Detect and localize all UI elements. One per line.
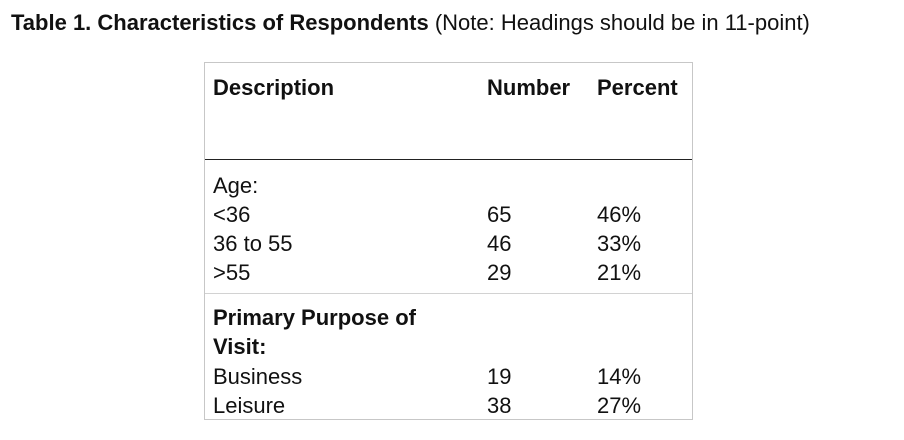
table-row: <36 65 46% [205, 200, 692, 229]
cell-description: Leisure [213, 393, 286, 418]
cell-description: Business [213, 364, 303, 389]
section-label: Age: [213, 173, 259, 198]
cell-percent: 21% [597, 260, 642, 285]
cell-percent: 14% [597, 364, 642, 389]
cell-description: >55 [213, 260, 251, 285]
header-percent: Percent [597, 75, 678, 100]
section-purpose: Primary Purpose of Visit: Business 19 14… [205, 294, 692, 419]
respondents-table: Description Number Percent Age: <36 65 4… [204, 62, 693, 420]
section-label-continued: Visit: [213, 334, 267, 359]
table-row: 36 to 55 46 33% [205, 229, 692, 258]
caption-note: (Note: Headings should be in 11-point) [434, 10, 810, 35]
header-description: Description [213, 75, 335, 100]
section-age: Age: <36 65 46% 36 to 55 46 33% >55 29 2… [205, 161, 692, 294]
table-row: Leisure 38 27% [205, 391, 692, 420]
cell-percent: 33% [597, 231, 642, 256]
caption-title: Table 1. Characteristics of Respondents [11, 10, 429, 35]
cell-number: 38 [487, 393, 512, 418]
table-row: Business 19 14% [205, 362, 692, 391]
header-number: Number [487, 75, 571, 100]
section-label: Primary Purpose of [213, 305, 416, 330]
cell-number: 29 [487, 260, 512, 285]
cell-percent: 27% [597, 393, 642, 418]
cell-description: 36 to 55 [213, 231, 293, 256]
cell-number: 46 [487, 231, 512, 256]
table-caption: Table 1. Characteristics of Respondents … [11, 8, 810, 38]
table-row: >55 29 21% [205, 258, 692, 287]
table-header-row: Description Number Percent [205, 63, 692, 160]
cell-description: <36 [213, 202, 251, 227]
cell-number: 19 [487, 364, 512, 389]
cell-percent: 46% [597, 202, 642, 227]
cell-number: 65 [487, 202, 512, 227]
